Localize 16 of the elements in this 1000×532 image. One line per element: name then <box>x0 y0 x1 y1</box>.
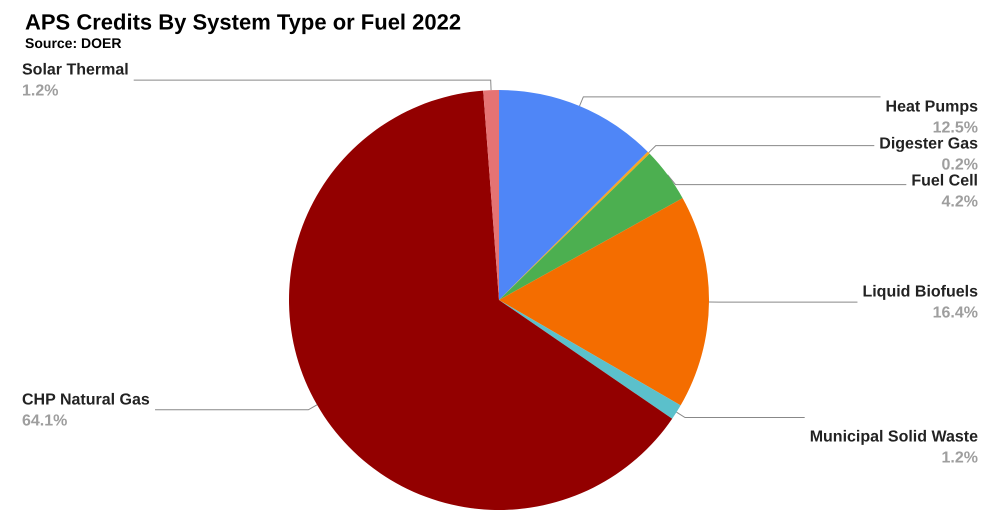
data-label: 1.2% <box>22 82 58 100</box>
slice-label: Municipal Solid Waste <box>810 428 978 446</box>
data-label: 1.2% <box>942 449 978 466</box>
slice-label: Heat Pumps <box>886 98 978 116</box>
slice-label: Solar Thermal <box>22 62 129 79</box>
slice-label: CHP Natural Gas <box>22 391 150 408</box>
data-label: 64.1% <box>22 412 68 430</box>
slice-label: Digester Gas <box>879 136 978 153</box>
slice-label: Liquid Biofuels <box>862 284 978 301</box>
chart-subtitle: Source: DOER <box>25 35 122 51</box>
slice-label: Fuel Cell <box>911 172 978 190</box>
data-label: 0.2% <box>942 156 978 174</box>
data-label: 4.2% <box>942 194 978 211</box>
data-label: 12.5% <box>932 120 978 137</box>
chart-title: APS Credits By System Type or Fuel 2022 <box>25 10 462 34</box>
data-label: 16.4% <box>932 304 978 322</box>
